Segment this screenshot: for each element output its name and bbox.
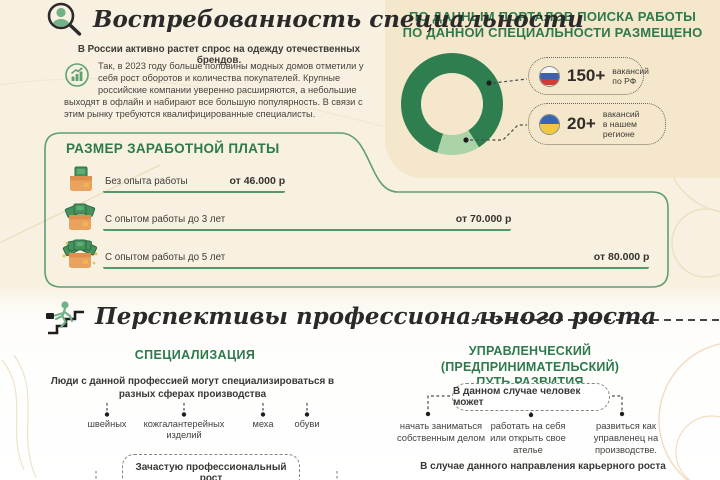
salary-bar: Без опыта работы от 46.000 р — [103, 163, 286, 193]
management-option-box: В данном случае человек может — [452, 383, 610, 411]
vacancies-region-badge: 20+ вакансий в нашем регионе — [528, 103, 666, 145]
management-branch-manager: развиться как управленец на производстве… — [593, 420, 659, 456]
specialization-branch-sewing: швейных — [87, 419, 127, 429]
demand-body-text: Так, в 2023 году больше половины модных … — [64, 61, 382, 120]
career-stairs-icon — [44, 300, 86, 341]
salary-row-3-years: С опытом работы до 3 лет от 70.000 р — [103, 201, 655, 231]
vacancies-region-label: вакансий в нашем регионе — [602, 108, 640, 140]
jobs-panel-title: ПО ДАННЫМ ПОРТАЛОВ ПОИСКА РАБОТЫ ПО ДАНН… — [402, 9, 703, 40]
salary-section-title: РАЗМЕР ЗАРАБОТНОЙ ПЛАТЫ — [66, 141, 280, 156]
specialization-intro: Люди с данной профессией могут специализ… — [50, 376, 335, 400]
vacancies-region-count: 20+ — [567, 114, 596, 133]
salary-bar: С опытом работы до 5 лет от 80.000 р — [103, 239, 650, 269]
specialization-note-box: Зачастую профессиональный рост — [122, 454, 300, 480]
money-bag-icon-1 — [64, 165, 98, 200]
vacancies-rf-count: 150+ — [567, 66, 606, 85]
management-branch-own-business: начать заниматься собственным делом — [396, 420, 486, 444]
search-person-icon — [46, 2, 86, 43]
vacancies-rf-label: вакансий по РФ — [612, 65, 649, 86]
management-branch-atelier: работать на себя или открыть свое ателье — [490, 420, 566, 456]
salary-bar: С опытом работы до 3 лет от 70.000 р — [103, 201, 512, 231]
specialization-branch-fur: меха — [252, 419, 274, 429]
specialization-heading: СПЕЦИАЛИЗАЦИЯ — [134, 348, 256, 362]
salary-row-value: от 80.000 р — [593, 251, 650, 263]
vacancies-donut-chart — [401, 53, 503, 155]
demand-section-title: Востребованность специальности — [93, 6, 584, 33]
specialization-note-label: Зачастую профессиональный рост — [135, 462, 287, 480]
money-bag-icon-2 — [62, 202, 98, 239]
vacancies-rf-badge: 150+ вакансий по РФ — [528, 57, 649, 95]
money-bag-icon-3 — [60, 238, 100, 277]
demand-lead-text: В России активно растет спрос на одежду … — [77, 44, 361, 66]
salary-row-label: С опытом работы до 5 лет — [105, 252, 226, 263]
region-flag-icon — [539, 113, 560, 135]
salary-row-label: Без опыта работы — [105, 176, 188, 187]
salary-row-value: от 70.000 р — [455, 213, 512, 225]
demand-body-label: Так, в 2023 году больше половины модных … — [64, 61, 364, 119]
salary-row-5-years: С опытом работы до 5 лет от 80.000 р — [103, 239, 655, 269]
salary-row-value: от 46.000 р — [229, 175, 286, 187]
specialization-branch-leather: кожгалантерейных изделий — [143, 419, 225, 441]
specialization-branch-shoes: обуви — [294, 419, 320, 429]
russia-flag-icon — [539, 65, 560, 87]
growth-chart-icon — [64, 62, 94, 88]
salary-row-no-experience: Без опыта работы от 46.000 р — [103, 163, 655, 193]
management-footer-text: В случае данного направления карьерного … — [420, 461, 666, 472]
growth-section-title: Перспективы профессионального роста — [95, 303, 657, 330]
salary-row-label: С опытом работы до 3 лет — [105, 214, 226, 225]
